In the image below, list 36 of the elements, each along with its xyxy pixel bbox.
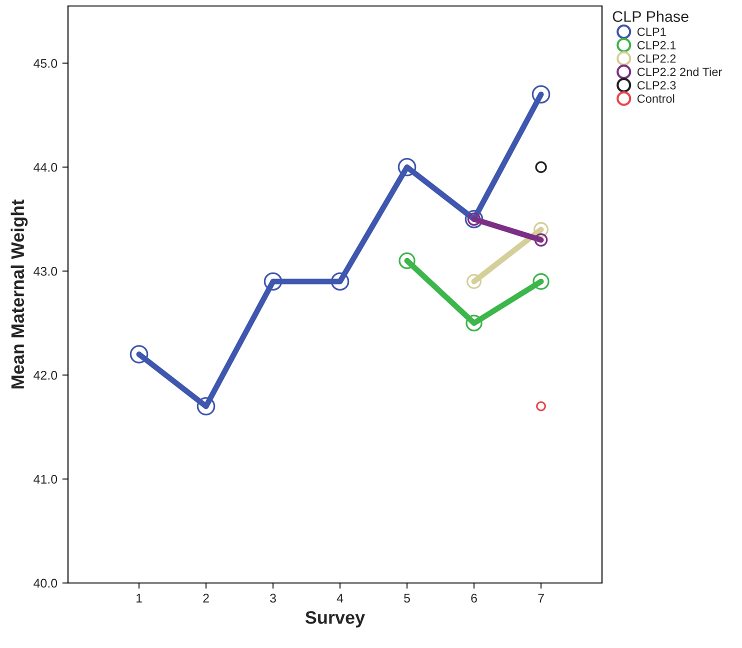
point [398, 158, 416, 176]
y-tick-label: 42.0 [34, 370, 58, 380]
y-tick-label: 41.0 [34, 474, 58, 484]
point [196, 397, 216, 416]
point [330, 272, 350, 291]
legend-label: CLP2.2 [637, 54, 676, 63]
point [130, 345, 148, 364]
x-tick-label: 2 [203, 594, 209, 602]
point [532, 273, 550, 290]
legend-label: Control [637, 94, 674, 103]
point [264, 272, 282, 291]
legend-title: CLP Phase [612, 10, 688, 22]
legend-label: CLP1 [637, 28, 666, 36]
point [534, 222, 549, 238]
x-tick-label: 1 [136, 594, 142, 602]
x-tick-label: 6 [471, 594, 477, 603]
x-tick-label: 5 [404, 594, 410, 603]
point [398, 252, 416, 270]
y-tick-label: 44.0 [34, 162, 58, 172]
x-axis-title: Survey [305, 611, 366, 628]
legend-label: CLP2.2 2nd Tier [637, 67, 722, 76]
y-tick-label: 40.0 [34, 578, 58, 588]
x-tick-label: 4 [336, 594, 344, 602]
point [534, 233, 548, 247]
legend-label: CLP2.1 [637, 41, 676, 50]
y-tick-label: 45.0 [34, 58, 58, 68]
point [466, 314, 482, 332]
point [532, 85, 550, 104]
point [536, 401, 546, 412]
y-tick-label: 43.0 [34, 266, 58, 276]
legend-label: CLP2.3 [637, 81, 676, 90]
y-axis-title: Mean Maternal Weight [10, 200, 28, 388]
point [535, 161, 547, 173]
point [466, 274, 482, 290]
x-tick-label: 3 [270, 594, 276, 603]
x-tick-label: 7 [538, 594, 544, 602]
